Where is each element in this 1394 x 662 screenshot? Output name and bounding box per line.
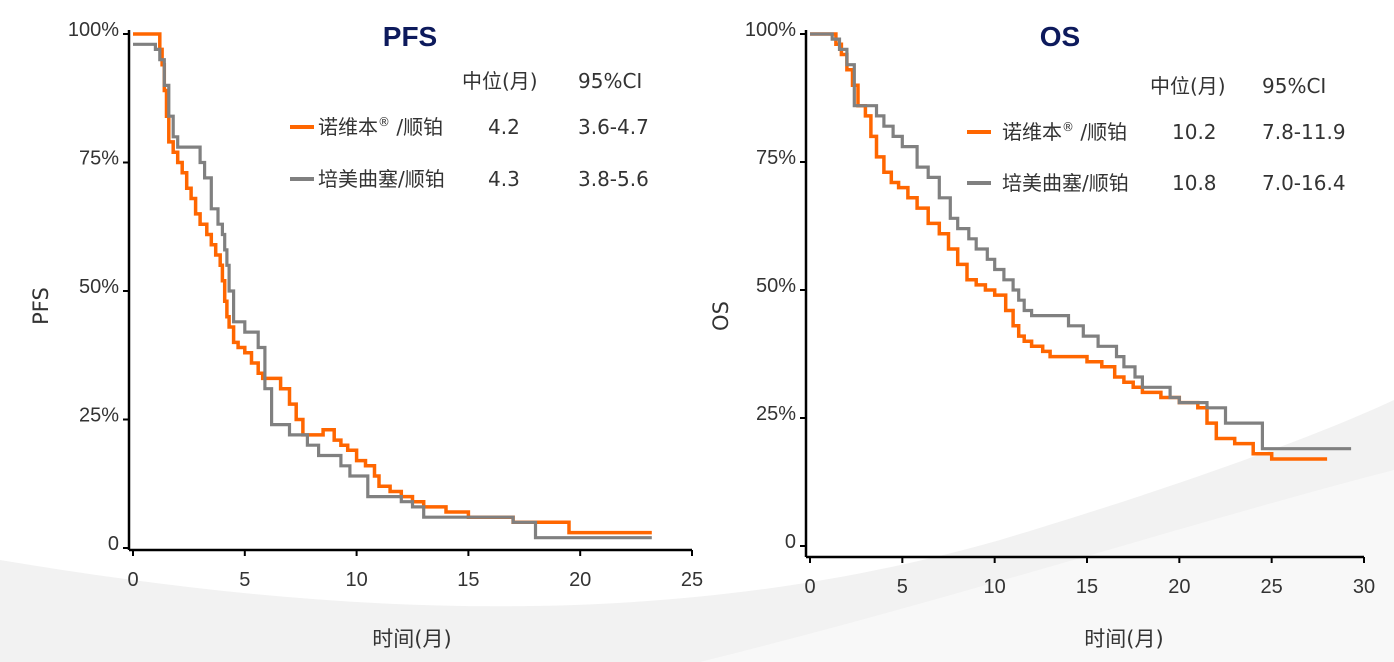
y-tick-label: 75% (756, 147, 796, 169)
y-axis-label: OS (709, 301, 733, 331)
legend-median-value: 4.2 (488, 115, 520, 139)
legend-median-value: 10.2 (1172, 120, 1217, 144)
x-tick-label: 10 (984, 576, 1006, 598)
x-tick-label: 0 (127, 569, 138, 591)
legend: 中位(月) 95%CI 诺维本® /顺铂 4.2 3.6-4.7 培美曲塞/顺铂 4.3 3.… (290, 69, 649, 191)
legend-ci-value: 3.6-4.7 (578, 115, 649, 139)
x-tick-label: 25 (1261, 576, 1283, 598)
x-tick-label: 30 (1353, 576, 1375, 598)
legend-name-suffix: /顺铂 (390, 115, 443, 139)
os-chart: OS 0 25% 50% 75% 100% 0 5 10 15 20 25 30 OS 时间(月) 中位(月)… (709, 19, 1375, 651)
x-tick-label: 5 (239, 569, 250, 591)
legend-header-median: 中位(月) (1150, 74, 1226, 98)
legend-ci-value: 3.8-5.6 (578, 167, 649, 191)
legend-name-text: 诺维本 (318, 115, 378, 139)
legend-name-text: 诺维本 (1002, 120, 1062, 144)
y-tick-label: 25% (79, 405, 119, 427)
x-tick-label: 0 (804, 576, 815, 598)
legend-series-name: 诺维本® /顺铂 (318, 115, 443, 139)
x-tick-label: 15 (1076, 576, 1098, 598)
legend-ci-value: 7.0-16.4 (1262, 171, 1346, 195)
x-tick-label: 20 (569, 569, 591, 591)
y-tick-label: 50% (756, 275, 796, 297)
legend-header-median: 中位(月) (462, 69, 538, 93)
legend-header-ci: 95%CI (1262, 74, 1326, 98)
pfs-chart: PFS 0 25% 50% 75% 100% 0 5 10 15 20 25 PFS 时间(月) 中位(月)… (29, 19, 703, 651)
legend-series-name: 培美曲塞/顺铂 (318, 167, 445, 191)
legend-series-name: 培美曲塞/顺铂 (1002, 171, 1129, 195)
y-tick-label: 25% (756, 403, 796, 425)
legend-series-name: 诺维本® /顺铂 (1002, 120, 1127, 144)
y-tick-label: 0 (108, 533, 119, 555)
chart-title: OS (1040, 21, 1080, 52)
legend-ci-value: 7.8-11.9 (1262, 120, 1346, 144)
background-swoosh-light (700, 470, 1394, 662)
x-axis-label: 时间(月) (372, 627, 451, 651)
y-tick-label: 100% (745, 19, 796, 41)
y-tick-label: 50% (79, 276, 119, 298)
x-axis-label: 时间(月) (1084, 627, 1163, 651)
series-line-pemetrexed (133, 42, 652, 540)
legend-name-text: 培美曲塞/顺铂 (1002, 171, 1129, 195)
y-tick-label: 100% (68, 19, 119, 41)
y-tick-label: 75% (79, 148, 119, 170)
series-line-pemetrexed (810, 32, 1352, 451)
x-tick-label: 20 (1168, 576, 1190, 598)
legend-registered-mark: ® (1062, 120, 1074, 134)
x-tick-label: 15 (457, 569, 479, 591)
legend-median-value: 4.3 (488, 167, 520, 191)
x-tick-label: 10 (345, 569, 367, 591)
legend: 中位(月) 95%CI 诺维本® /顺铂 10.2 7.8-11.9 培美曲塞/顺铂 10.… (967, 74, 1346, 195)
x-tick-label: 5 (897, 576, 908, 598)
x-tick-label: 25 (681, 569, 703, 591)
y-tick-label: 0 (785, 531, 796, 553)
chart-title: PFS (383, 21, 437, 52)
y-axis-label: PFS (29, 287, 53, 325)
legend-registered-mark: ® (378, 115, 390, 129)
legend-name-suffix: /顺铂 (1074, 120, 1127, 144)
series-line-vinorelbine (810, 32, 1328, 461)
legend-median-value: 10.8 (1172, 171, 1217, 195)
legend-header-ci: 95%CI (578, 69, 642, 93)
legend-name-text: 培美曲塞/顺铂 (318, 167, 445, 191)
series-line-vinorelbine (133, 32, 652, 535)
